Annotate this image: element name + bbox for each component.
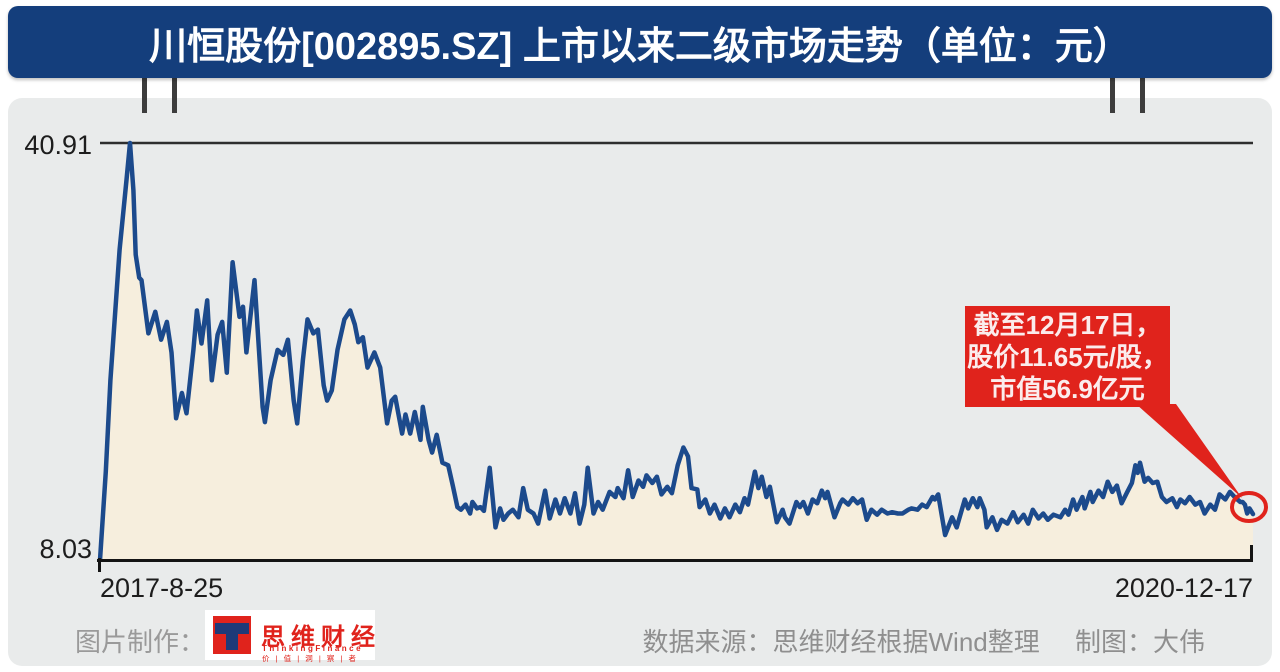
logo-brand-name: 思维财经 — [261, 624, 381, 651]
thinking-finance-logo: 思维财经 ThinkingFinance 价 | 值 | 洞 | 察 | 者 — [205, 610, 375, 663]
footer-source-line: 数据来源：思维财经根据Wind整理 制图：大伟 — [643, 622, 1206, 659]
title-banner: 川恒股份[002895.SZ] 上市以来二级市场走势（单位：元） — [8, 6, 1272, 78]
hanger-pin-left-1 — [142, 70, 147, 113]
price-callout-box: 截至12月17日， 股价11.65元/股， 市值56.9亿元 — [965, 306, 1170, 407]
logo-brand-name-en: ThinkingFinance — [262, 644, 364, 653]
page-title: 川恒股份[002895.SZ] 上市以来二级市场走势（单位：元） — [149, 25, 1131, 68]
data-source-text: 数据来源：思维财经根据Wind整理 — [642, 627, 1040, 657]
x-end-date-label: 2020-12-17 — [1114, 573, 1253, 603]
hanger-pin-right-2 — [1140, 70, 1145, 113]
image-credit-label: 图片制作： — [75, 627, 206, 657]
y-min-label: 8.03 — [39, 534, 92, 564]
logo-tagline: 价 | 值 | 洞 | 察 | 者 — [262, 654, 358, 663]
hanger-pin-right-1 — [1110, 70, 1115, 113]
y-max-label: 40.91 — [24, 130, 92, 160]
logo-t-icon — [213, 616, 251, 654]
x-start-date-label: 2017-8-25 — [100, 573, 224, 603]
hanger-pin-left-2 — [172, 70, 177, 113]
price-line — [97, 140, 1256, 563]
endpoint-highlight-circle — [1230, 491, 1268, 523]
callout-line-1: 截至12月17日， — [973, 309, 1162, 340]
callout-arrow — [1136, 404, 1242, 498]
chart-author-text: 制图：大伟 — [1074, 627, 1205, 657]
callout-line-2: 股价11.65元/股， — [967, 341, 1168, 372]
callout-line-3: 市值56.9亿元 — [990, 373, 1145, 404]
price-area-fill — [100, 143, 1253, 560]
